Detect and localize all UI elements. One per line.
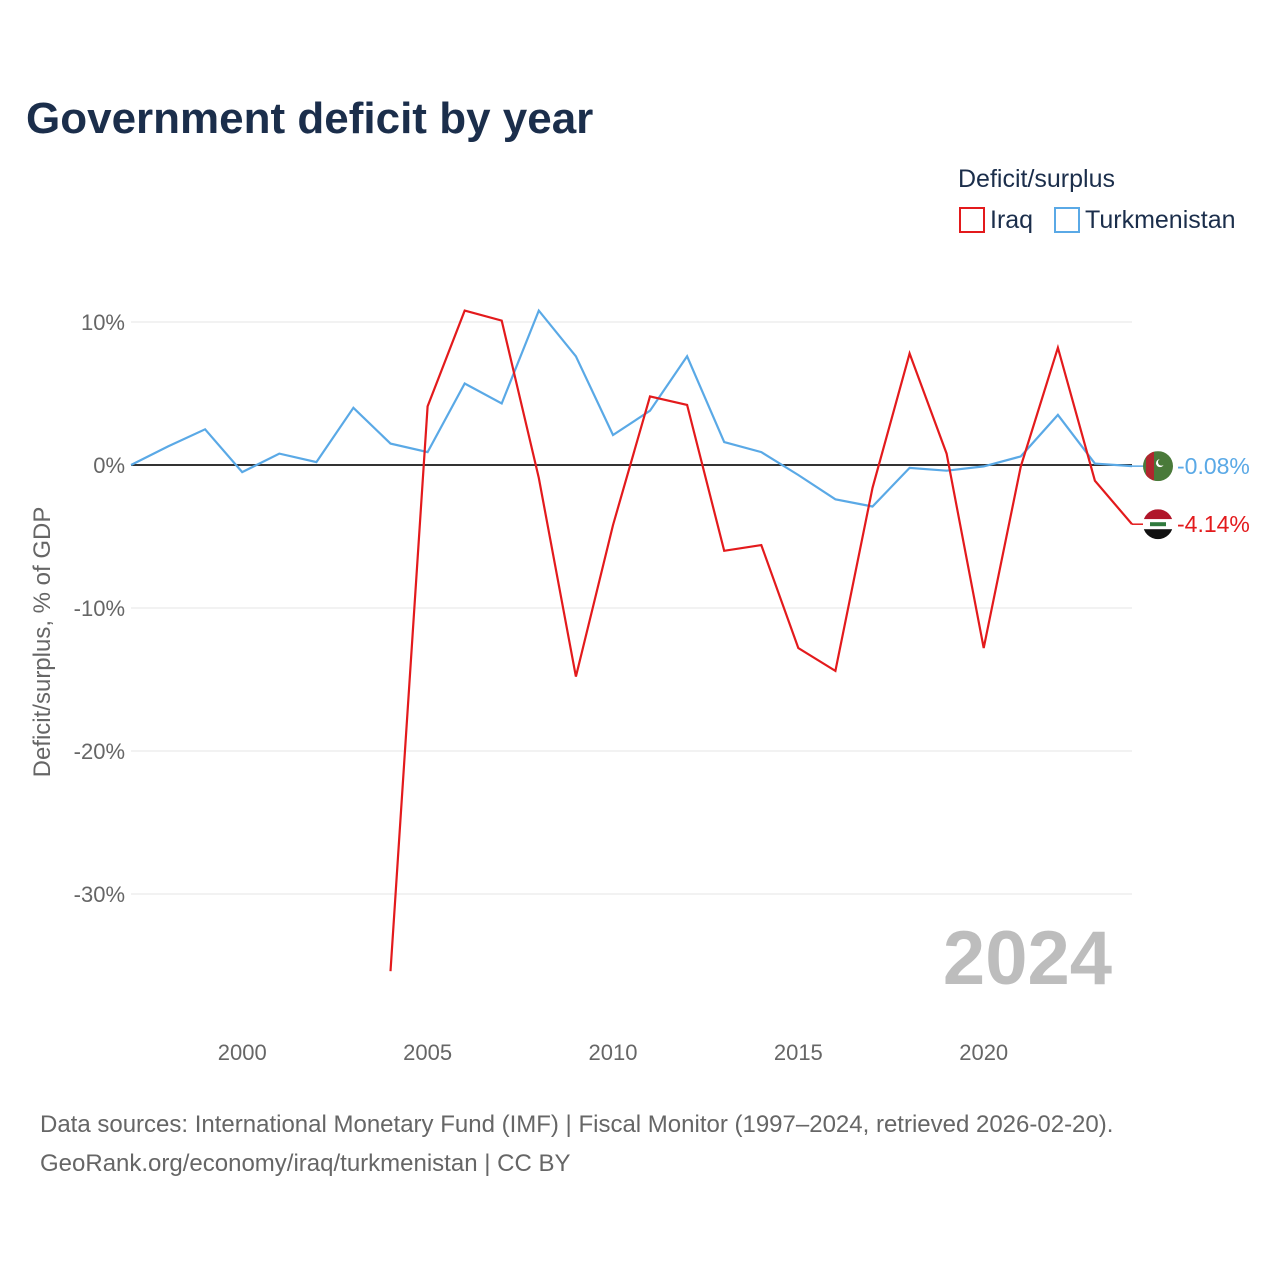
gridlines bbox=[131, 321, 1132, 895]
turkmenistan-flag-icon bbox=[1143, 451, 1173, 482]
y-axis-ticks: 10% 0% -10% -20% -30% bbox=[74, 310, 125, 907]
legend-swatch-iraq bbox=[959, 207, 985, 233]
end-label-iraq: -4.14% bbox=[1177, 511, 1250, 537]
legend-label-turkmenistan: Turkmenistan bbox=[1085, 206, 1236, 234]
legend-label-iraq: Iraq bbox=[990, 206, 1033, 234]
end-label-turkmenistan: -0.08% bbox=[1177, 453, 1250, 479]
x-tick-label: 2000 bbox=[218, 1040, 267, 1065]
y-tick-label: 0% bbox=[93, 453, 125, 478]
x-tick-label: 2005 bbox=[403, 1040, 452, 1065]
y-tick-label: -30% bbox=[74, 882, 125, 907]
end-marker-turkmenistan: -0.08% bbox=[1143, 451, 1250, 482]
legend-item-turkmenistan[interactable]: Turkmenistan bbox=[1054, 206, 1236, 234]
x-tick-label: 2020 bbox=[959, 1040, 1008, 1065]
x-tick-label: 2010 bbox=[588, 1040, 637, 1065]
series-layer bbox=[130, 308, 1143, 972]
x-axis-ticks: 2000 2005 2010 2015 2020 bbox=[218, 1040, 1008, 1065]
x-tick-label: 2015 bbox=[774, 1040, 823, 1065]
legend: Deficit/surplus Iraq Turkmenistan bbox=[958, 165, 1236, 234]
y-tick-label: -20% bbox=[74, 739, 125, 764]
legend-title: Deficit/surplus bbox=[958, 165, 1115, 193]
series-line-turkmenistan[interactable] bbox=[130, 308, 1133, 508]
legend-item-iraq[interactable]: Iraq bbox=[959, 206, 1033, 234]
year-watermark: 2024 bbox=[943, 916, 1112, 1001]
source-line-1: Data sources: International Monetary Fun… bbox=[40, 1111, 1113, 1138]
legend-swatch-turkmenistan bbox=[1054, 207, 1080, 233]
source-line-2: GeoRank.org/economy/iraq/turkmenistan | … bbox=[40, 1150, 570, 1177]
y-tick-label: 10% bbox=[81, 310, 125, 335]
y-axis-title: Deficit/surplus, % of GDP bbox=[29, 507, 56, 778]
chart-title: Government deficit by year bbox=[26, 94, 593, 143]
series-line-iraq[interactable] bbox=[389, 309, 1133, 972]
iraq-flag-icon bbox=[1143, 509, 1173, 540]
y-tick-label: -10% bbox=[74, 596, 125, 621]
end-marker-iraq: -4.14% bbox=[1143, 509, 1250, 540]
